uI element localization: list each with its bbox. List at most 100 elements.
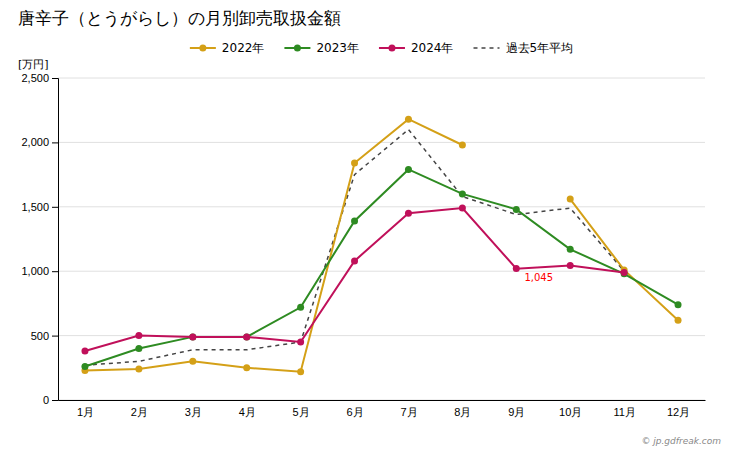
tick-label: 3月 <box>185 406 202 418</box>
point <box>135 345 142 352</box>
point <box>405 166 412 173</box>
tick: 1,500 <box>21 201 58 213</box>
point <box>567 262 574 269</box>
tick-label: 2,500 <box>21 72 49 84</box>
point <box>351 257 358 264</box>
legend-swatch <box>294 45 301 52</box>
tick: 500 <box>31 330 58 342</box>
point <box>81 363 88 370</box>
tick: 2,000 <box>21 136 58 148</box>
grid <box>58 78 705 400</box>
grid-line <box>58 78 705 79</box>
legend-label: 2022年 <box>222 41 265 55</box>
point <box>297 339 304 346</box>
axis-line <box>52 79 59 401</box>
tick: 2,500 <box>21 72 58 84</box>
tick: 12月 <box>667 406 690 418</box>
tick-label: 4月 <box>239 406 256 418</box>
legend-swatch <box>474 47 500 49</box>
grid-line <box>58 400 705 401</box>
axis-title: [万円] <box>18 58 49 71</box>
tick: 5月 <box>293 406 310 418</box>
point <box>459 141 466 148</box>
point <box>405 116 412 123</box>
tick-label: 5月 <box>293 406 310 418</box>
tick: 4月 <box>239 406 256 418</box>
tick-mark <box>52 142 58 143</box>
point <box>243 364 250 371</box>
legend-item: 過去5年平均 <box>474 41 574 55</box>
grid-line <box>58 206 705 207</box>
tick: 0 <box>43 394 58 406</box>
point <box>567 196 574 203</box>
series-line <box>85 119 678 371</box>
tick: 10月 <box>559 406 582 418</box>
point <box>675 317 682 324</box>
point <box>621 269 628 276</box>
plot: 0 500 1,000 1,500 2,000 2,500 1月 2月 3月 4月 5月 6月 7月 8月… <box>21 72 705 418</box>
x-axis: 1月 2月 3月 4月 5月 6月 7月 8月 9月 10月 11月 12月 <box>59 401 706 418</box>
tick-label: 12月 <box>667 406 690 418</box>
tick-label: 1月 <box>77 406 94 418</box>
point <box>297 368 304 375</box>
tick-label: 500 <box>31 330 49 342</box>
legend-swatch <box>199 45 206 52</box>
tick-label: 1,500 <box>21 201 49 213</box>
title: 唐辛子（とうがらし）の月別卸売取扱金額 <box>18 8 341 28</box>
tick-mark <box>52 207 58 208</box>
legend-item: 2023年 <box>284 41 359 55</box>
tick: 11月 <box>613 406 635 418</box>
point <box>297 304 304 311</box>
point <box>513 265 520 272</box>
tick-label: 1,000 <box>21 265 49 277</box>
tick-label: 2,000 <box>21 136 49 148</box>
tick: 7月 <box>400 406 417 418</box>
tick: 6月 <box>346 406 363 418</box>
legend-swatch <box>388 45 395 52</box>
tick-label: 11月 <box>613 406 635 418</box>
tick-label: 7月 <box>400 406 417 418</box>
point <box>459 205 466 212</box>
legend: 2022年 2023年 2024年 過去5年平均 <box>190 41 573 55</box>
legend-label: 2023年 <box>316 41 359 55</box>
tick: 1,000 <box>21 265 58 277</box>
tick: 1月 <box>77 406 94 418</box>
tick: 9月 <box>508 406 525 418</box>
tick: 3月 <box>185 406 202 418</box>
tick-label: 9月 <box>508 406 525 418</box>
tick-label: 2月 <box>131 406 148 418</box>
legend-label: 2024年 <box>411 41 454 55</box>
point <box>81 348 88 355</box>
tick: 2月 <box>131 406 148 418</box>
point <box>351 217 358 224</box>
y-axis: 0 500 1,000 1,500 2,000 2,500 <box>21 72 58 406</box>
point <box>135 366 142 373</box>
series-line <box>85 130 624 366</box>
legend-label: 過去5年平均 <box>506 41 574 55</box>
point <box>135 332 142 339</box>
tick-label: 0 <box>43 394 49 406</box>
annotation: 1,045 <box>524 272 553 283</box>
point <box>189 358 196 365</box>
legend-item: 2022年 <box>190 41 265 55</box>
point <box>351 160 358 167</box>
point <box>189 333 196 340</box>
tick-mark <box>52 336 58 337</box>
point <box>675 301 682 308</box>
point <box>567 246 574 253</box>
tick-mark <box>52 78 58 79</box>
chart: 0 500 1,000 1,500 2,000 2,500 1月 2月 3月 4月 5月 6月 7月 8月… <box>0 0 729 450</box>
point <box>513 206 520 213</box>
source: © jp.gdfreak.com <box>641 436 721 446</box>
marks <box>81 116 681 375</box>
point <box>243 333 250 340</box>
point <box>459 190 466 197</box>
point <box>405 210 412 217</box>
series-line <box>85 169 678 366</box>
tick: 8月 <box>454 406 471 418</box>
series-line <box>85 208 624 351</box>
legend-item: 2024年 <box>379 41 454 55</box>
point <box>243 333 250 340</box>
point <box>189 333 196 340</box>
tick-mark <box>52 271 58 272</box>
